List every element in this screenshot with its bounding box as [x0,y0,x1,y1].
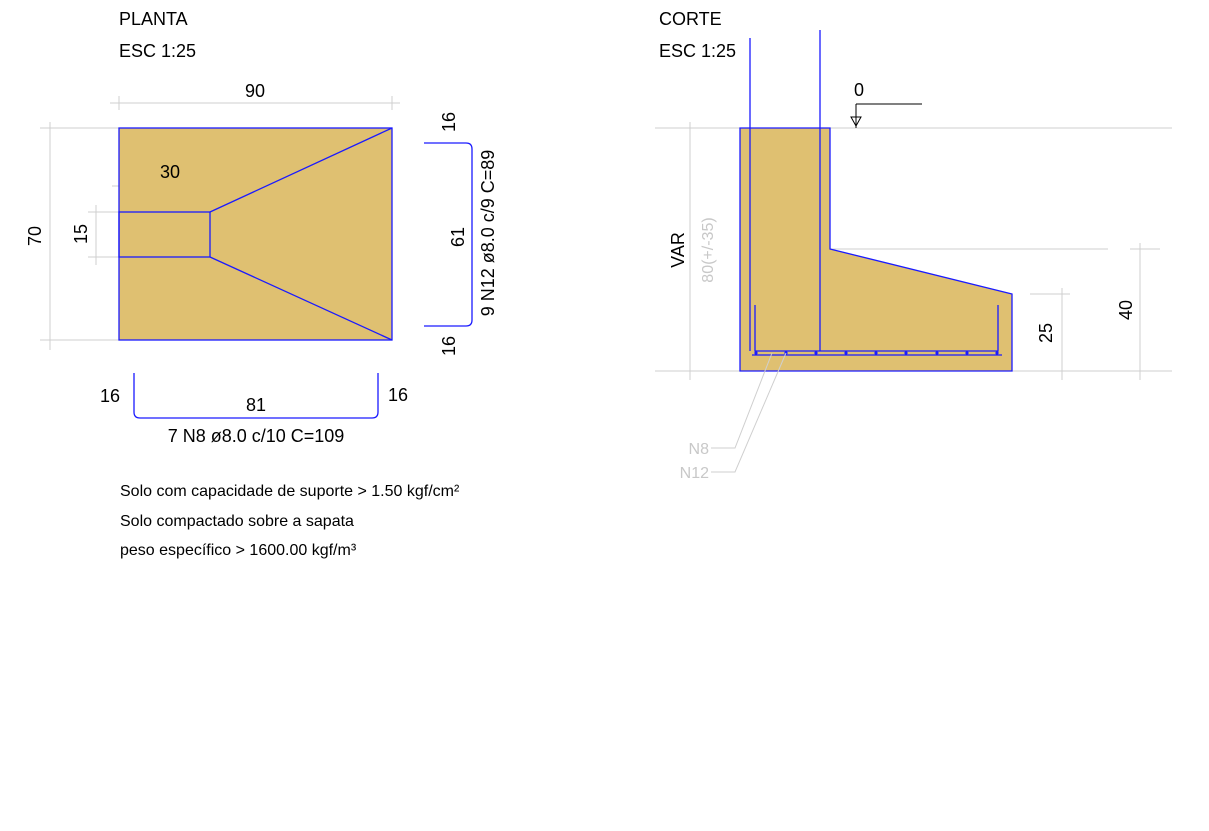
rebar-n12-bottom-hook: 16 [439,336,459,356]
rebar-n12-top-hook: 16 [439,112,459,132]
plan-title: PLANTA [119,9,188,29]
rebar-n8-right-hook: 16 [388,385,408,405]
column-lines [749,30,821,351]
level-label: 0 [854,80,864,100]
level-marker [850,103,922,128]
note-specific-weight: peso específico > 1600.00 kgf/m³ [120,542,357,559]
section-title: CORTE [659,9,722,29]
footing-slope-lines [209,127,393,341]
plan-width-dim: 90 [245,81,265,101]
plan-pedestal-width-dim: 15 [71,224,91,244]
footing-section [739,127,1013,372]
rebar-leaders [711,352,787,473]
var-label: VAR [668,232,688,268]
rebar-n8-label: 7 N8 ø8.0 c/10 C=109 [168,426,345,446]
plan-scale: ESC 1:25 [119,41,196,61]
rebar-n12-section [754,305,999,352]
rebar-n8-left-hook: 16 [100,386,120,406]
total-height-dim: 40 [1116,300,1136,320]
rebar-n8-shape [133,373,379,419]
pedestal-plan [118,211,211,258]
leader-n12-label: N12 [680,465,709,482]
note-compacted-soil: Solo compactado sobre a sapata [120,513,354,530]
note-soil-capacity: Solo com capacidade de suporte > 1.50 kg… [120,483,460,500]
rebar-n12-label: 9 N12 ø8.0 c/9 C=89 [478,150,498,317]
base-height-dim: 25 [1036,323,1056,343]
plan-height-dim: 70 [25,226,45,246]
rebar-n12-length: 61 [448,227,468,247]
section-scale: ESC 1:25 [659,41,736,61]
plan-pedestal-length-dim: 30 [160,162,180,182]
rebar-n8-length: 81 [246,395,266,415]
depth-label: 80(+/-35) [700,217,717,282]
rebar-dots [754,351,999,355]
rebar-n12-shape [424,142,473,327]
leader-n8-label: N8 [689,441,710,458]
footing-plan [118,127,393,341]
